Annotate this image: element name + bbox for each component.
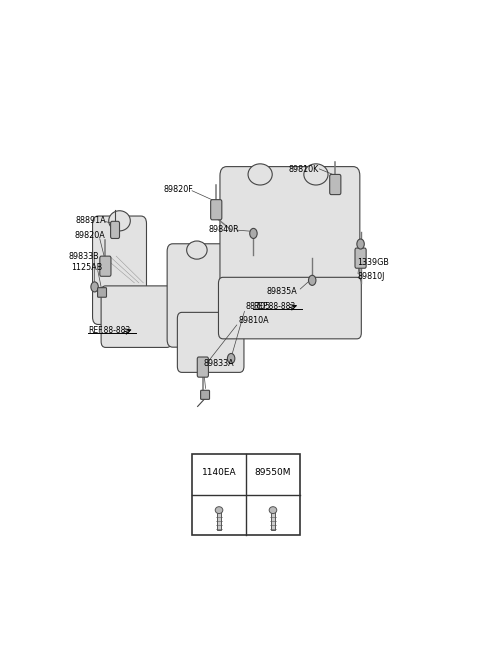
Text: 89810K: 89810K xyxy=(289,165,319,174)
Ellipse shape xyxy=(187,241,207,259)
Circle shape xyxy=(357,239,364,249)
FancyBboxPatch shape xyxy=(201,390,210,400)
Bar xyxy=(271,510,275,530)
Text: 88891A: 88891A xyxy=(76,216,106,225)
FancyBboxPatch shape xyxy=(178,312,244,373)
FancyBboxPatch shape xyxy=(101,286,171,347)
FancyBboxPatch shape xyxy=(211,200,222,220)
Text: 89820F: 89820F xyxy=(163,185,193,194)
Text: 1125AB: 1125AB xyxy=(71,263,102,272)
FancyBboxPatch shape xyxy=(197,357,208,377)
Circle shape xyxy=(228,354,235,364)
Ellipse shape xyxy=(304,164,328,185)
Text: 1339GB: 1339GB xyxy=(358,258,389,267)
Text: 89833B: 89833B xyxy=(68,252,99,261)
Text: 89833A: 89833A xyxy=(203,359,234,368)
Circle shape xyxy=(250,229,257,238)
Text: 89835A: 89835A xyxy=(266,288,297,297)
Text: 89840R: 89840R xyxy=(209,225,240,234)
Text: 89810J: 89810J xyxy=(358,272,385,281)
Ellipse shape xyxy=(109,211,130,231)
Text: 89550M: 89550M xyxy=(255,468,291,477)
FancyBboxPatch shape xyxy=(110,221,120,238)
Text: REF.88-883: REF.88-883 xyxy=(253,302,296,311)
FancyBboxPatch shape xyxy=(355,248,366,269)
FancyBboxPatch shape xyxy=(220,166,360,329)
Text: 88705: 88705 xyxy=(245,302,271,311)
Ellipse shape xyxy=(215,507,223,514)
FancyBboxPatch shape xyxy=(330,174,341,195)
FancyBboxPatch shape xyxy=(100,256,111,276)
Circle shape xyxy=(91,282,98,292)
Circle shape xyxy=(309,275,316,286)
FancyBboxPatch shape xyxy=(218,277,361,339)
Ellipse shape xyxy=(248,164,272,185)
Ellipse shape xyxy=(269,507,277,514)
FancyBboxPatch shape xyxy=(93,216,146,324)
Text: 89820A: 89820A xyxy=(74,231,105,240)
FancyBboxPatch shape xyxy=(167,244,227,347)
Text: 1140EA: 1140EA xyxy=(202,468,236,477)
Text: REF.88-883: REF.88-883 xyxy=(88,326,130,335)
FancyBboxPatch shape xyxy=(97,288,107,297)
Bar xyxy=(192,455,300,535)
Bar xyxy=(217,510,221,530)
Text: 89810A: 89810A xyxy=(239,316,269,325)
